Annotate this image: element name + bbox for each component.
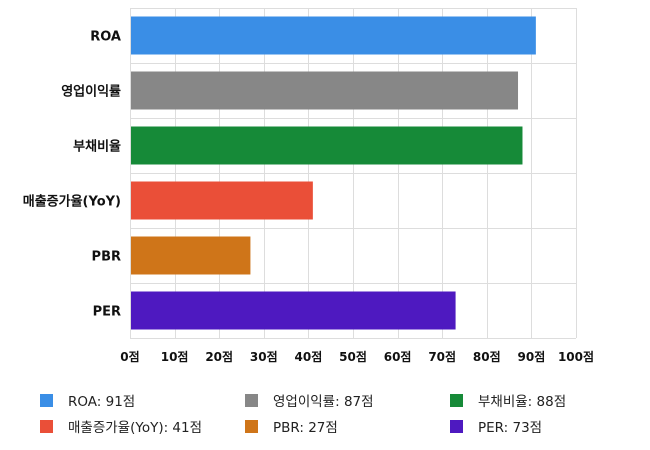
x-tick-label: 100점: [558, 349, 594, 364]
x-tick-labels: 0점 10점 20점 30점 40점 50점 60점 70점 80점 90점 100점: [120, 349, 594, 364]
legend-label: 부채비율: 88점: [478, 394, 567, 410]
bar: [131, 71, 519, 110]
x-tick-label: 10점: [161, 349, 189, 364]
legend-swatch: [40, 419, 53, 433]
bars: [131, 16, 536, 330]
x-tick-label: 20점: [205, 349, 233, 364]
x-tick-label: 30점: [250, 349, 278, 364]
x-tick-label: 80점: [473, 349, 501, 364]
legend-item: 부채비율: 88점: [450, 390, 566, 410]
x-tick-label: 0점: [120, 349, 139, 364]
x-tick-label: 60점: [384, 349, 412, 364]
x-tick-label: 90점: [518, 349, 546, 364]
legend-item: 매출증가율(YoY): 41점: [40, 416, 202, 436]
category-label: 영업이익률: [61, 84, 121, 100]
bar: [131, 126, 523, 165]
category-label: PER: [93, 305, 121, 320]
legend-label: 매출증가율(YoY): 41점: [68, 420, 203, 436]
grid: [130, 8, 577, 339]
legend-item: 영업이익률: 87점: [245, 390, 374, 410]
legend-label: PER: 73점: [478, 420, 543, 436]
category-label: PBR: [92, 250, 121, 265]
x-tick-label: 50점: [339, 349, 367, 364]
bar: [131, 236, 251, 275]
legend-swatch: [245, 393, 258, 407]
legend-swatch: [40, 393, 53, 407]
legend-swatch: [450, 419, 463, 433]
category-label: ROA: [90, 30, 121, 45]
bar: [131, 181, 313, 220]
legend-label: PBR: 27점: [273, 420, 338, 436]
legend-label: ROA: 91점: [68, 394, 136, 410]
legend-item: ROA: 91점: [40, 390, 135, 410]
x-tick-label: 70점: [428, 349, 456, 364]
legend-item: PBR: 27점: [245, 416, 338, 436]
legend-swatch: [450, 393, 463, 407]
bar: [131, 16, 536, 55]
category-label: 부채비율: [73, 139, 121, 155]
legend-item: PER: 73점: [450, 416, 542, 436]
category-label: 매출증가율(YoY): [23, 194, 121, 210]
legend-label: 영업이익률: 87점: [273, 394, 374, 410]
bar: [131, 291, 456, 330]
x-tick-label: 40점: [295, 349, 323, 364]
legend-swatch: [245, 419, 258, 433]
